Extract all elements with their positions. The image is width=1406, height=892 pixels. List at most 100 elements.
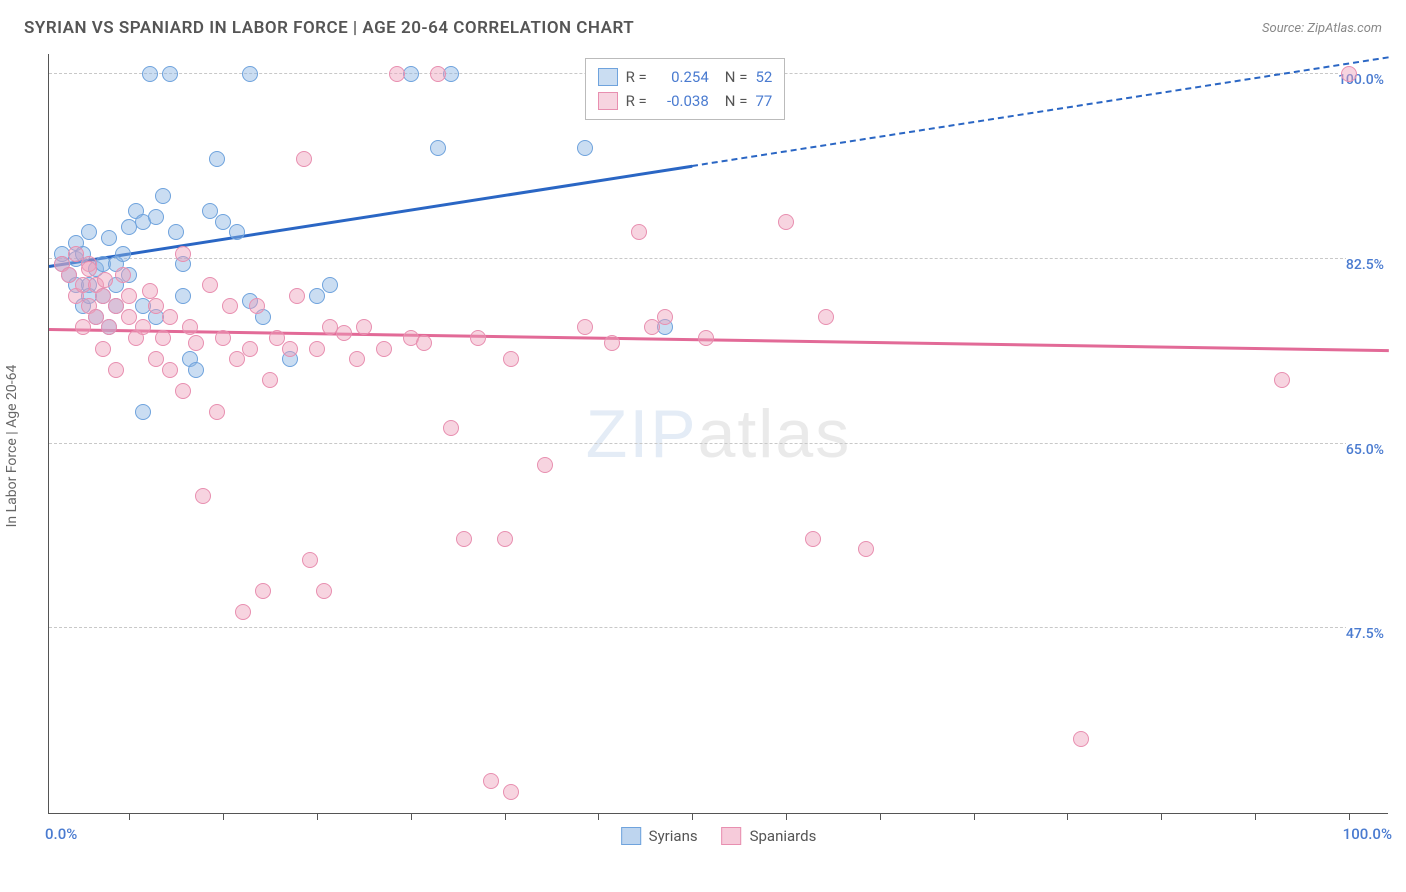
scatter-point xyxy=(778,214,794,230)
scatter-point xyxy=(142,283,158,299)
r-label: R = xyxy=(626,65,647,89)
x-tick xyxy=(598,813,599,820)
legend-swatch xyxy=(598,68,618,86)
scatter-point xyxy=(115,246,131,262)
scatter-point xyxy=(175,246,191,262)
scatter-point xyxy=(456,531,472,547)
scatter-point xyxy=(1073,731,1089,747)
scatter-point xyxy=(483,773,499,789)
scatter-point xyxy=(135,404,151,420)
scatter-point xyxy=(209,404,225,420)
scatter-point xyxy=(195,488,211,504)
watermark-suffix: atlas xyxy=(698,396,852,472)
scatter-point xyxy=(818,309,834,325)
scatter-point xyxy=(430,66,446,82)
scatter-point xyxy=(182,319,198,335)
chart-container: SYRIAN VS SPANIARD IN LABOR FORCE | AGE … xyxy=(0,0,1406,892)
scatter-point xyxy=(322,277,338,293)
scatter-point xyxy=(235,604,251,620)
scatter-point xyxy=(577,319,593,335)
watermark-prefix: ZIP xyxy=(586,396,698,472)
n-value: 77 xyxy=(755,89,772,113)
scatter-point xyxy=(188,335,204,351)
scatter-point xyxy=(162,309,178,325)
scatter-point xyxy=(389,66,405,82)
scatter-point xyxy=(142,66,158,82)
scatter-point xyxy=(349,351,365,367)
x-tick xyxy=(317,813,318,820)
scatter-point xyxy=(698,330,714,346)
scatter-point xyxy=(289,288,305,304)
x-tick xyxy=(692,813,693,820)
legend-label: Syrians xyxy=(649,827,698,845)
x-tick xyxy=(223,813,224,820)
n-label: N = xyxy=(725,89,748,113)
scatter-point xyxy=(155,330,171,346)
scatter-point xyxy=(162,362,178,378)
x-tick xyxy=(411,813,412,820)
x-max-label: 100.0% xyxy=(1343,825,1392,843)
x-tick xyxy=(1067,813,1068,820)
y-tick-label: 47.5% xyxy=(1346,626,1394,642)
scatter-point xyxy=(805,531,821,547)
scatter-point xyxy=(631,224,647,240)
scatter-point xyxy=(229,351,245,367)
n-value: 52 xyxy=(755,65,772,89)
scatter-point xyxy=(503,784,519,800)
legend-item: Spaniards xyxy=(722,827,817,845)
scatter-point xyxy=(296,151,312,167)
y-tick-label: 82.5% xyxy=(1346,257,1394,273)
scatter-point xyxy=(81,261,97,277)
legend-label: Spaniards xyxy=(750,827,817,845)
scatter-point xyxy=(356,319,372,335)
legend-row: R = 0.254 N = 52 xyxy=(598,65,773,89)
scatter-point xyxy=(95,341,111,357)
scatter-point xyxy=(215,330,231,346)
n-label: N = xyxy=(725,65,748,89)
scatter-point xyxy=(209,151,225,167)
scatter-point xyxy=(188,362,204,378)
scatter-point xyxy=(1341,66,1357,82)
scatter-point xyxy=(470,330,486,346)
scatter-point xyxy=(162,66,178,82)
r-value: 0.254 xyxy=(655,65,709,89)
x-tick xyxy=(786,813,787,820)
watermark: ZIPatlas xyxy=(586,395,851,473)
header: SYRIAN VS SPANIARD IN LABOR FORCE | AGE … xyxy=(0,0,1406,48)
scatter-point xyxy=(75,319,91,335)
legend-swatch xyxy=(722,827,742,845)
scatter-point xyxy=(282,341,298,357)
scatter-point xyxy=(443,420,459,436)
scatter-point xyxy=(309,341,325,357)
scatter-point xyxy=(336,325,352,341)
series-legend: Syrians Spaniards xyxy=(621,827,817,845)
scatter-point xyxy=(115,267,131,283)
chart-title: SYRIAN VS SPANIARD IN LABOR FORCE | AGE … xyxy=(24,18,634,38)
scatter-point xyxy=(577,140,593,156)
scatter-point xyxy=(497,531,513,547)
scatter-point xyxy=(503,351,519,367)
scatter-point xyxy=(416,335,432,351)
x-min-label: 0.0% xyxy=(45,825,77,843)
scatter-point xyxy=(101,230,117,246)
scatter-point xyxy=(255,583,271,599)
scatter-point xyxy=(262,372,278,388)
correlation-legend: R =0.254N =52R =-0.038N =77 xyxy=(585,58,786,120)
scatter-point xyxy=(309,288,325,304)
scatter-point xyxy=(858,541,874,557)
x-tick xyxy=(505,813,506,820)
scatter-point xyxy=(155,188,171,204)
legend-item: Syrians xyxy=(621,827,698,845)
scatter-point xyxy=(242,66,258,82)
plot-area: ZIPatlas 47.5%65.0%82.5%100.0%0.0%100.0%… xyxy=(48,54,1388,814)
scatter-point xyxy=(644,319,660,335)
r-label: R = xyxy=(626,89,647,113)
x-tick xyxy=(1161,813,1162,820)
gridline xyxy=(49,627,1388,628)
x-tick xyxy=(129,813,130,820)
scatter-point xyxy=(135,319,151,335)
scatter-point xyxy=(229,224,245,240)
source-label: Source: ZipAtlas.com xyxy=(1262,21,1382,36)
scatter-point xyxy=(249,298,265,314)
legend-row: R =-0.038N =77 xyxy=(598,89,773,113)
